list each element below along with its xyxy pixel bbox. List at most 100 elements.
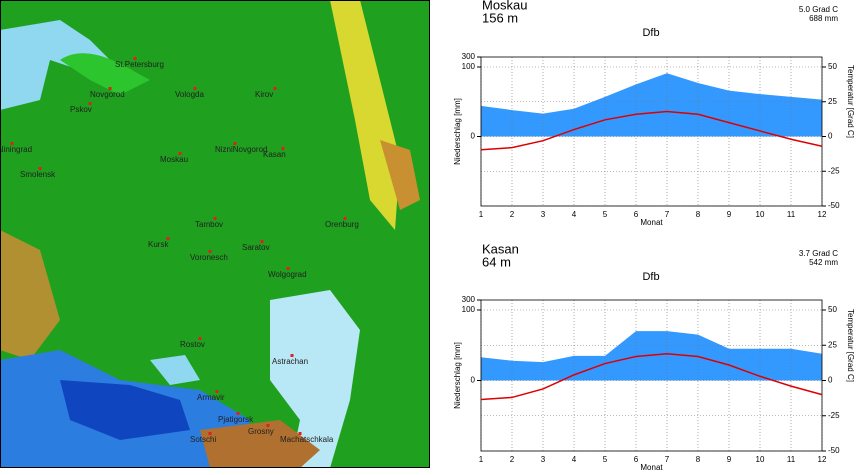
y-axis-label: Niederschlag [mm] bbox=[453, 342, 462, 409]
x-axis-label: Monat bbox=[640, 218, 663, 227]
y2-tick-label: 50 bbox=[828, 305, 837, 314]
city-marker bbox=[286, 267, 290, 270]
y2-tick-label: -50 bbox=[828, 201, 840, 210]
city-label: Saratov bbox=[242, 243, 270, 252]
station-elevation: 64 m bbox=[482, 254, 511, 269]
city-marker bbox=[88, 102, 92, 105]
x-tick-label: 2 bbox=[510, 455, 515, 464]
city-marker bbox=[178, 152, 182, 155]
x-tick-label: 9 bbox=[727, 210, 732, 219]
city-marker bbox=[213, 217, 217, 220]
station-stat: 3.7 Grad C bbox=[799, 249, 838, 258]
station-stat: 5.0 Grad C bbox=[799, 5, 838, 14]
ural-peak bbox=[380, 140, 420, 210]
x-axis-label: Monat bbox=[640, 463, 663, 472]
city-label: Voronesch bbox=[190, 253, 228, 262]
city-label: NizniNovgorod bbox=[215, 145, 267, 154]
y2-tick-label: 50 bbox=[828, 62, 837, 71]
y2-tick-label: -25 bbox=[828, 411, 840, 420]
city-label: St.Petersburg bbox=[115, 60, 164, 69]
city-marker bbox=[193, 87, 197, 90]
city-label: Kursk bbox=[148, 240, 169, 249]
x-tick-label: 12 bbox=[818, 210, 827, 219]
x-tick-label: 12 bbox=[818, 455, 827, 464]
y2-axis-label: Temperatur [Grad C] bbox=[846, 309, 855, 382]
plot-frame bbox=[480, 56, 823, 207]
ural-highland bbox=[330, 0, 400, 230]
x-tick-label: 4 bbox=[572, 455, 577, 464]
city-label: Kirov bbox=[255, 90, 273, 99]
carpathians bbox=[0, 230, 60, 360]
baltic-sea bbox=[0, 20, 110, 110]
city-marker bbox=[290, 354, 294, 357]
y-axis-label: Niederschlag [mm] bbox=[453, 98, 462, 165]
x-tick-label: 6 bbox=[634, 210, 639, 219]
city-marker bbox=[343, 217, 347, 220]
x-tick-label: 10 bbox=[756, 455, 765, 464]
x-tick-label: 7 bbox=[665, 455, 670, 464]
x-tick-label: 2 bbox=[510, 210, 515, 219]
city-label: Grosny bbox=[248, 427, 274, 436]
temperature-line bbox=[480, 352, 823, 401]
y2-axis-label: Temperatur [Grad C] bbox=[846, 65, 855, 138]
city-marker bbox=[208, 432, 212, 435]
sea-of-azov bbox=[150, 355, 200, 385]
city-label: Wolgograd bbox=[268, 270, 307, 279]
city-label: Moskau bbox=[160, 155, 188, 164]
x-tick-label: 11 bbox=[787, 455, 796, 464]
x-tick-label: 8 bbox=[696, 210, 701, 219]
climate-class: Dfb bbox=[642, 27, 659, 39]
city-label: Novgorod bbox=[90, 90, 125, 99]
city-marker bbox=[298, 432, 302, 435]
city-label: Rostov bbox=[180, 340, 205, 349]
city-label: Orenburg bbox=[325, 220, 359, 229]
x-tick-label: 7 bbox=[665, 210, 670, 219]
city-marker bbox=[281, 147, 285, 150]
y2-tick-label: 0 bbox=[828, 376, 833, 385]
temperature-line bbox=[480, 110, 823, 151]
caspian-sea bbox=[270, 290, 360, 468]
map-frame bbox=[0, 0, 430, 468]
city-label: Machatschkala bbox=[280, 435, 334, 444]
x-tick-label: 4 bbox=[572, 210, 577, 219]
black-sea-deep bbox=[60, 380, 190, 440]
x-tick-label: 3 bbox=[541, 455, 546, 464]
climate-class: Dfb bbox=[642, 271, 659, 283]
y2-tick-label: 0 bbox=[828, 132, 833, 141]
city-label: Tambov bbox=[195, 220, 223, 229]
city-marker bbox=[10, 142, 14, 145]
city-marker bbox=[266, 424, 270, 427]
city-label: Kaliningrad bbox=[0, 145, 32, 154]
precipitation-area bbox=[481, 73, 822, 137]
city-marker bbox=[236, 412, 240, 415]
caucasus bbox=[200, 420, 320, 468]
y-tick-label: 300 bbox=[462, 295, 476, 304]
city-layer: St.Petersburg Novgorod Pskov Vologda Kirov Ka… bbox=[0, 57, 359, 444]
x-tick-label: 3 bbox=[541, 210, 546, 219]
x-tick-label: 10 bbox=[756, 210, 765, 219]
plot-frame bbox=[480, 299, 823, 452]
y2-tick-label: -50 bbox=[828, 446, 840, 455]
city-label: Vologda bbox=[175, 90, 204, 99]
city-marker bbox=[260, 240, 264, 243]
city-marker bbox=[166, 237, 170, 240]
station-name: Moskau bbox=[482, 0, 528, 12]
city-marker bbox=[273, 87, 277, 90]
city-marker bbox=[133, 57, 137, 60]
x-tick-label: 1 bbox=[479, 210, 484, 219]
y-tick-label: 300 bbox=[462, 52, 476, 61]
city-marker bbox=[215, 390, 219, 393]
map: St.Petersburg Novgorod Pskov Vologda Kirov Ka… bbox=[0, 0, 430, 468]
lowland bbox=[60, 53, 150, 95]
station-stat: 688 mm bbox=[809, 14, 838, 23]
x-tick-label: 11 bbox=[787, 210, 796, 219]
x-tick-label: 5 bbox=[603, 455, 608, 464]
city-marker bbox=[208, 250, 212, 253]
y-tick-label: 100 bbox=[462, 62, 476, 71]
city-label: Pjatigorsk bbox=[218, 415, 254, 424]
x-tick-label: 9 bbox=[727, 455, 732, 464]
city-label: Kasan bbox=[263, 150, 286, 159]
city-label: Smolensk bbox=[20, 170, 56, 179]
